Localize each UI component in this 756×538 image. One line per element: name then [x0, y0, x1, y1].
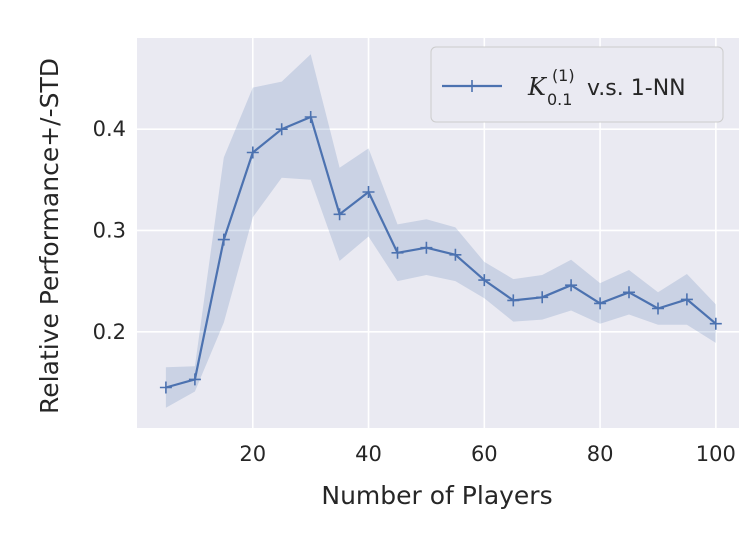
data-point	[333, 208, 346, 221]
data-point	[594, 297, 607, 310]
x-tick-label: 100	[696, 442, 736, 466]
data-point	[391, 246, 404, 259]
data-point	[188, 373, 201, 386]
x-tick-label: 80	[587, 442, 614, 466]
data-point	[246, 146, 259, 159]
x-tick-labels: 20 40 60 80 100	[239, 442, 735, 466]
data-point	[449, 248, 462, 261]
data-point	[478, 274, 491, 287]
legend-suffix: v.s. 1-NN	[587, 76, 686, 101]
x-axis-label: Number of Players	[321, 481, 552, 510]
y-tick-labels: 0.2 0.3 0.4	[93, 117, 126, 344]
x-tick-label: 60	[471, 442, 498, 466]
legend-marker-sample	[466, 80, 478, 92]
data-point	[304, 111, 317, 123]
x-tick-label: 40	[355, 442, 382, 466]
legend-symbol: K	[527, 73, 548, 101]
legend-box	[430, 46, 724, 123]
std-band	[165, 54, 716, 408]
marker-layer	[159, 111, 722, 394]
legend-subscript: 0.1	[547, 90, 572, 109]
data-point	[159, 381, 172, 394]
data-point	[362, 186, 375, 198]
data-point	[275, 123, 288, 136]
series-line	[165, 115, 717, 389]
data-point	[652, 302, 664, 315]
std-band-layer	[165, 54, 716, 408]
data-point	[536, 291, 549, 304]
data-point	[565, 279, 578, 292]
data-point	[680, 293, 693, 306]
y-axis-label: Relative Performance+/-STD	[35, 58, 64, 414]
series-line-layer	[165, 115, 717, 389]
data-point	[709, 317, 722, 330]
data-point	[217, 233, 230, 246]
data-point	[623, 286, 635, 299]
data-point	[420, 241, 433, 254]
y-tick-label: 0.2	[93, 320, 126, 344]
x-tick-label: 20	[239, 442, 266, 466]
legend: K (1) 0.1 v.s. 1-NN	[430, 46, 724, 123]
y-tick-label: 0.4	[93, 117, 126, 141]
legend-label: K (1) 0.1 v.s. 1-NN	[527, 66, 686, 109]
legend-superscript: (1)	[552, 66, 575, 85]
y-tick-label: 0.3	[93, 218, 126, 242]
data-point	[507, 294, 520, 307]
